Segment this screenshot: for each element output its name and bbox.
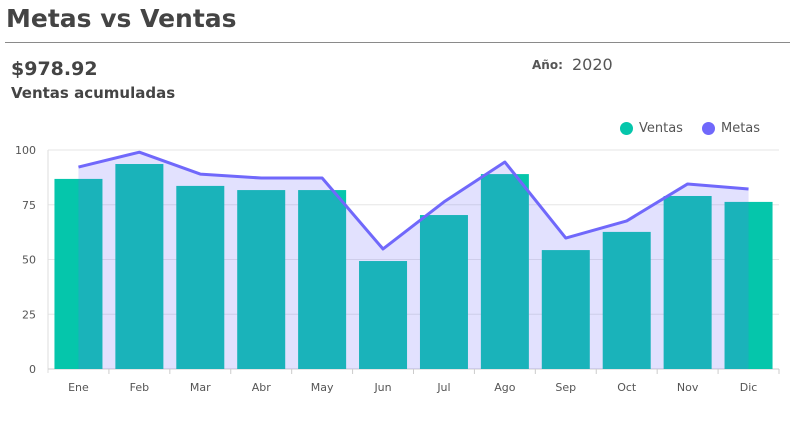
x-tick-label: Jun: [373, 381, 391, 394]
title-divider: [5, 42, 790, 43]
x-tick-label: Abr: [252, 381, 272, 394]
x-tick-label: Ene: [68, 381, 89, 394]
x-tick-label: Sep: [555, 381, 576, 394]
bar-ventas: [663, 195, 712, 369]
x-tick-label: Mar: [190, 381, 211, 394]
bar-ventas: [298, 190, 347, 369]
y-tick-label: 25: [22, 308, 36, 321]
x-tick-label: Feb: [130, 381, 149, 394]
legend-item-ventas[interactable]: Ventas: [620, 121, 683, 136]
x-tick-label: Dic: [740, 381, 758, 394]
y-tick-label: 100: [15, 144, 36, 157]
bar-ventas: [237, 190, 286, 369]
area-metas: [78, 152, 749, 369]
bar-ventas: [115, 164, 164, 369]
bar-ventas: [724, 201, 773, 369]
bar-ventas: [541, 250, 590, 369]
legend-label: Ventas: [639, 121, 683, 136]
x-tick-label: Oct: [617, 381, 637, 394]
x-tick-label: Nov: [677, 381, 699, 394]
bar-ventas: [602, 231, 651, 369]
bar-ventas: [359, 261, 408, 369]
x-tick-label: Ago: [494, 381, 516, 394]
y-tick-label: 75: [22, 199, 36, 212]
page-title: Metas vs Ventas: [6, 4, 237, 33]
bar-ventas: [480, 174, 529, 369]
total-sales-value: $978.92: [11, 58, 98, 80]
bar-ventas: [176, 185, 225, 369]
y-tick-label: 50: [22, 254, 36, 267]
year-selector[interactable]: 2020: [572, 55, 613, 74]
x-tick-label: May: [311, 381, 334, 394]
metas-dot-icon: [702, 122, 715, 135]
x-tick-label: Jul: [436, 381, 450, 394]
total-sales-label: Ventas acumuladas: [11, 84, 176, 102]
legend-item-metas[interactable]: Metas: [702, 121, 760, 136]
line-metas: [78, 150, 749, 251]
year-label: Año:: [532, 58, 563, 72]
bar-ventas: [419, 215, 468, 369]
legend-label: Metas: [721, 121, 761, 136]
ventas-dot-icon: [620, 122, 633, 135]
bar-ventas: [54, 178, 103, 369]
y-tick-label: 0: [29, 363, 36, 376]
